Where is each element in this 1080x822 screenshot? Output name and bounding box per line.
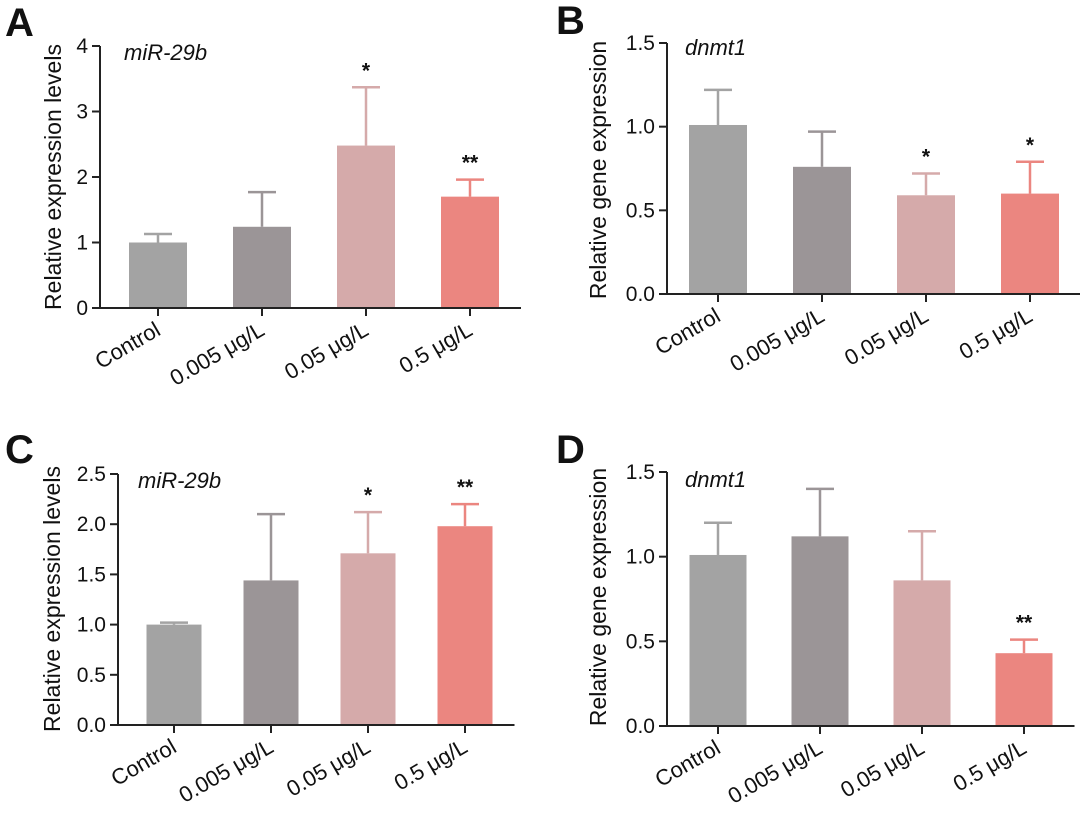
x-tick-label: 0.005 μg/L (175, 734, 278, 808)
x-tick-label: 0.5 μg/L (949, 735, 1031, 797)
x-tick-label: 0.005 μg/L (166, 317, 269, 391)
significance-mark-3: * (364, 484, 373, 507)
significance-mark-4: * (1026, 134, 1035, 157)
bar-2 (793, 166, 851, 294)
y-tick-label: 1.5 (626, 32, 655, 55)
bar-3 (340, 553, 396, 725)
bar-4 (441, 196, 499, 308)
bar-1 (689, 124, 747, 294)
bar-1 (689, 554, 747, 726)
x-tick-label: 0.05 μg/L (280, 317, 372, 385)
y-tick-label: 1.0 (626, 546, 655, 569)
bar-2 (791, 536, 849, 726)
y-tick-label: 0.5 (626, 199, 655, 222)
y-tick-label: 0.5 (626, 630, 655, 653)
significance-mark-4: ** (1016, 612, 1033, 635)
bar-4 (437, 526, 493, 725)
significance-mark-4: ** (462, 152, 479, 175)
y-tick-label: 0.0 (626, 283, 655, 306)
x-tick-label: 0.05 μg/L (836, 735, 928, 803)
chart-title: miR-29b (138, 468, 221, 493)
bar-4 (1001, 193, 1059, 294)
x-tick-label: 0.5 μg/L (395, 317, 477, 379)
x-tick-label: 0.5 μg/L (955, 303, 1037, 365)
y-tick-label: 3 (76, 101, 88, 124)
bar-3 (893, 580, 951, 726)
y-tick-label: 1.0 (77, 614, 106, 637)
y-tick-label: 2 (76, 166, 88, 189)
chart-title: dnmt1 (685, 467, 746, 492)
y-tick-label: 0.0 (77, 714, 106, 737)
y-tick-label: 0.0 (626, 715, 655, 738)
y-tick-label: 0 (76, 297, 88, 320)
panel-letter: A (5, 1, 34, 45)
y-axis-label: Relative gene expression (585, 41, 611, 299)
y-tick-label: 1.5 (77, 563, 106, 586)
panel-letter: D (556, 428, 585, 472)
x-tick-label: Control (651, 735, 725, 792)
y-tick-label: 4 (76, 35, 88, 58)
x-tick-label: 0.05 μg/L (282, 734, 374, 802)
x-tick-label: 0.005 μg/L (726, 303, 829, 377)
x-tick-label: Control (651, 303, 725, 360)
bar-3 (337, 145, 395, 308)
x-tick-label: Control (107, 734, 181, 791)
y-axis-label: Relative expression levels (39, 466, 65, 732)
bar-2 (233, 226, 291, 308)
panel-letter: B (556, 0, 585, 43)
bar-4 (995, 653, 1053, 726)
y-tick-label: 1.5 (626, 461, 655, 484)
y-tick-label: 1 (76, 232, 88, 255)
x-tick-label: 0.005 μg/L (724, 735, 827, 809)
bar-3 (897, 195, 955, 294)
y-tick-label: 2.5 (77, 463, 106, 486)
x-tick-label: Control (91, 317, 165, 374)
bar-2 (243, 580, 299, 725)
x-tick-label: 0.05 μg/L (840, 303, 932, 371)
chart-title: dnmt1 (685, 35, 746, 60)
significance-mark-4: ** (457, 476, 474, 499)
y-axis-label: Relative gene expression (585, 468, 611, 726)
chart-title: miR-29b (124, 40, 207, 65)
y-axis-label: Relative expression levels (40, 44, 66, 310)
y-tick-label: 2.0 (77, 513, 106, 536)
y-tick-label: 0.5 (77, 664, 106, 687)
bar-1 (129, 242, 187, 308)
x-tick-label: 0.5 μg/L (390, 734, 472, 796)
panel-letter: C (5, 428, 34, 472)
significance-mark-3: * (922, 146, 931, 169)
y-tick-label: 1.0 (626, 116, 655, 139)
bar-1 (146, 624, 202, 725)
significance-mark-3: * (362, 59, 371, 82)
